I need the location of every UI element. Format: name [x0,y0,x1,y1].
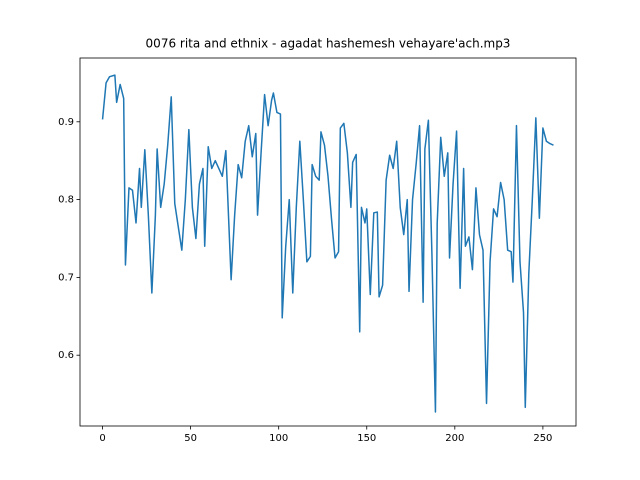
x-tick-label: 250 [533,433,552,444]
x-tick-label: 150 [357,433,376,444]
x-tick-label: 200 [445,433,464,444]
y-tick-label: 0.8 [58,195,74,206]
x-tick-label: 50 [184,433,197,444]
y-tick-label: 0.9 [58,117,74,128]
plot-frame [79,57,577,427]
chart-title: 0076 rita and ethnix - agadat hashemesh … [146,37,511,51]
y-tick-label: 0.6 [58,350,74,361]
x-tick-label: 100 [269,433,288,444]
data-line [101,74,554,413]
y-tick-label: 0.7 [58,272,74,283]
x-tick-label: 0 [99,433,105,444]
